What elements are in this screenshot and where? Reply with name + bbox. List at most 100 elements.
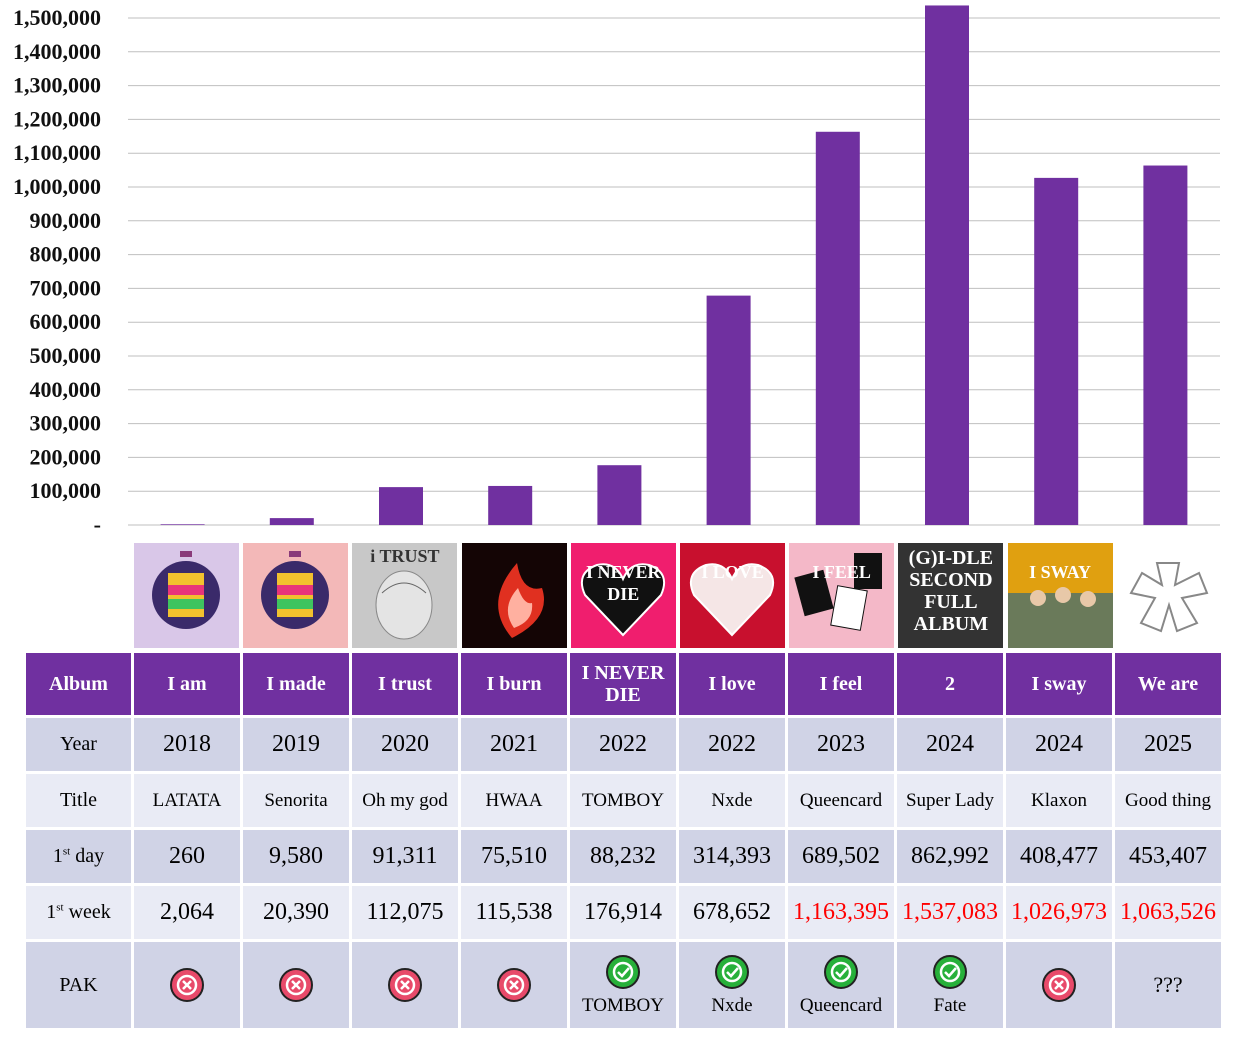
heart-cover: I NEVER DIE [570,543,676,648]
row-label-pak: PAK [26,942,131,1028]
y-tick-label: 1,300,000 [13,73,101,98]
check-icon [824,955,858,989]
album-name: I NEVER DIE [570,653,676,715]
cube-cover [134,543,239,648]
pak-cell [352,942,458,1028]
first-day-row: 1st day 260 9,580 91,311 75,510 88,232 314,393… [26,830,1221,883]
y-tick-label: 1,000,000 [13,174,101,199]
title-cell: HWAA [461,774,567,827]
y-tick-label: 500,000 [30,343,102,368]
title-cell: Super Lady [897,774,1003,827]
bar-i-love [706,295,751,525]
year-cell: 2024 [1006,718,1112,771]
album-table: Album I am I made I trust I burn I NEVER DIE I… [23,650,1224,1031]
year-cell: 2021 [461,718,567,771]
logo-cover [1116,543,1222,648]
pak-row: PAK TOMBOY Nxde Queencard Fate??? [26,942,1221,1028]
cover-label: I NEVER DIE [586,562,661,604]
header-album-label: Album [26,653,131,715]
pak-cell: ??? [1115,942,1221,1028]
y-tick-label: 600,000 [30,309,102,334]
check-icon [606,955,640,989]
first-week-cell: 1,063,526 [1115,886,1221,939]
y-tick-label: 900,000 [30,208,102,233]
year-row: Year 2018 2019 2020 2021 2022 2022 2023 2024 2024… [26,718,1221,771]
y-tick-label: 300,000 [30,411,102,436]
first-day-cell: 88,232 [570,830,676,883]
header-row: Album I am I made I trust I burn I NEVER DIE I… [26,653,1221,715]
cover-label: I FEEL [812,562,871,582]
pak-cell: TOMBOY [570,942,676,1028]
title-cell: Oh my god [352,774,458,827]
first-week-cell: 1,537,083 [897,886,1003,939]
group-cover: I SWAY [1007,543,1113,648]
cross-icon [170,968,204,1002]
first-day-cell: 862,992 [897,830,1003,883]
bar-i-never-die [597,465,642,525]
bar-chart: - 100,000 200,000 300,000 400,000 500,000 600,… [13,5,1220,537]
bar-i-burn [488,485,533,525]
first-day-cell: 408,477 [1006,830,1112,883]
fire-cover [461,543,567,648]
album-name: I feel [788,653,894,715]
first-week-cell: 1,026,973 [1006,886,1112,939]
first-day-cell: 9,580 [243,830,349,883]
year-cell: 2024 [897,718,1003,771]
album-name: I burn [461,653,567,715]
year-cell: 2018 [134,718,240,771]
title-cell: Klaxon [1006,774,1112,827]
pak-song: Nxde [711,995,753,1016]
chart-bars [160,5,1188,526]
year-cell: 2022 [679,718,785,771]
pak-cell [461,942,567,1028]
pak-song: Queencard [799,995,883,1016]
cross-icon [1042,968,1076,1002]
bar-i-made [269,518,314,525]
pak-unknown: ??? [1153,972,1183,997]
first-day-cell: 689,502 [788,830,894,883]
row-label-year: Year [26,718,131,771]
pak-cell [243,942,349,1028]
cross-icon [388,968,422,1002]
y-tick-label: 800,000 [30,242,102,267]
album-name: I love [679,653,785,715]
pak-cell: Queencard [788,942,894,1028]
first-week-cell: 115,538 [461,886,567,939]
year-cell: 2020 [352,718,458,771]
year-cell: 2022 [570,718,676,771]
first-week-cell: 2,064 [134,886,240,939]
y-tick-label: 100,000 [30,478,102,503]
row-label-first-day: 1st day [26,830,131,883]
cards-cover: I FEEL [789,543,895,648]
pak-cell [134,942,240,1028]
first-week-cell: 678,652 [679,886,785,939]
year-cell: 2025 [1115,718,1221,771]
bar-2 [925,5,969,526]
album-name: I made [243,653,349,715]
y-tick-label: 1,400,000 [13,39,101,64]
cover-label: I LOVE [701,562,764,582]
title-cell: Good thing [1115,774,1221,827]
first-day-cell: 260 [134,830,240,883]
y-tick-label: 200,000 [30,444,102,469]
heart-cover: I LOVE [680,543,785,648]
pak-cell: Fate [897,942,1003,1028]
check-icon [933,955,967,989]
first-day-cell: 91,311 [352,830,458,883]
title-cell: Nxde [679,774,785,827]
chart-grid [128,17,1220,526]
cover-label: i TRUST [370,546,440,566]
title-row: Title LATATA Senorita Oh my god HWAA TOMBOY Nx… [26,774,1221,827]
pak-song: TOMBOY [582,995,664,1016]
first-week-cell: 1,163,395 [788,886,894,939]
first-week-cell: 176,914 [570,886,676,939]
check-icon [715,955,749,989]
y-tick-label: 400,000 [30,377,102,402]
first-week-cell: 112,075 [352,886,458,939]
y-tick-label: 1,200,000 [13,106,101,131]
album-name: We are [1115,653,1221,715]
row-label-title: Title [26,774,131,827]
album-name: I am [134,653,240,715]
cross-icon [497,968,531,1002]
title-cell: Queencard [788,774,894,827]
